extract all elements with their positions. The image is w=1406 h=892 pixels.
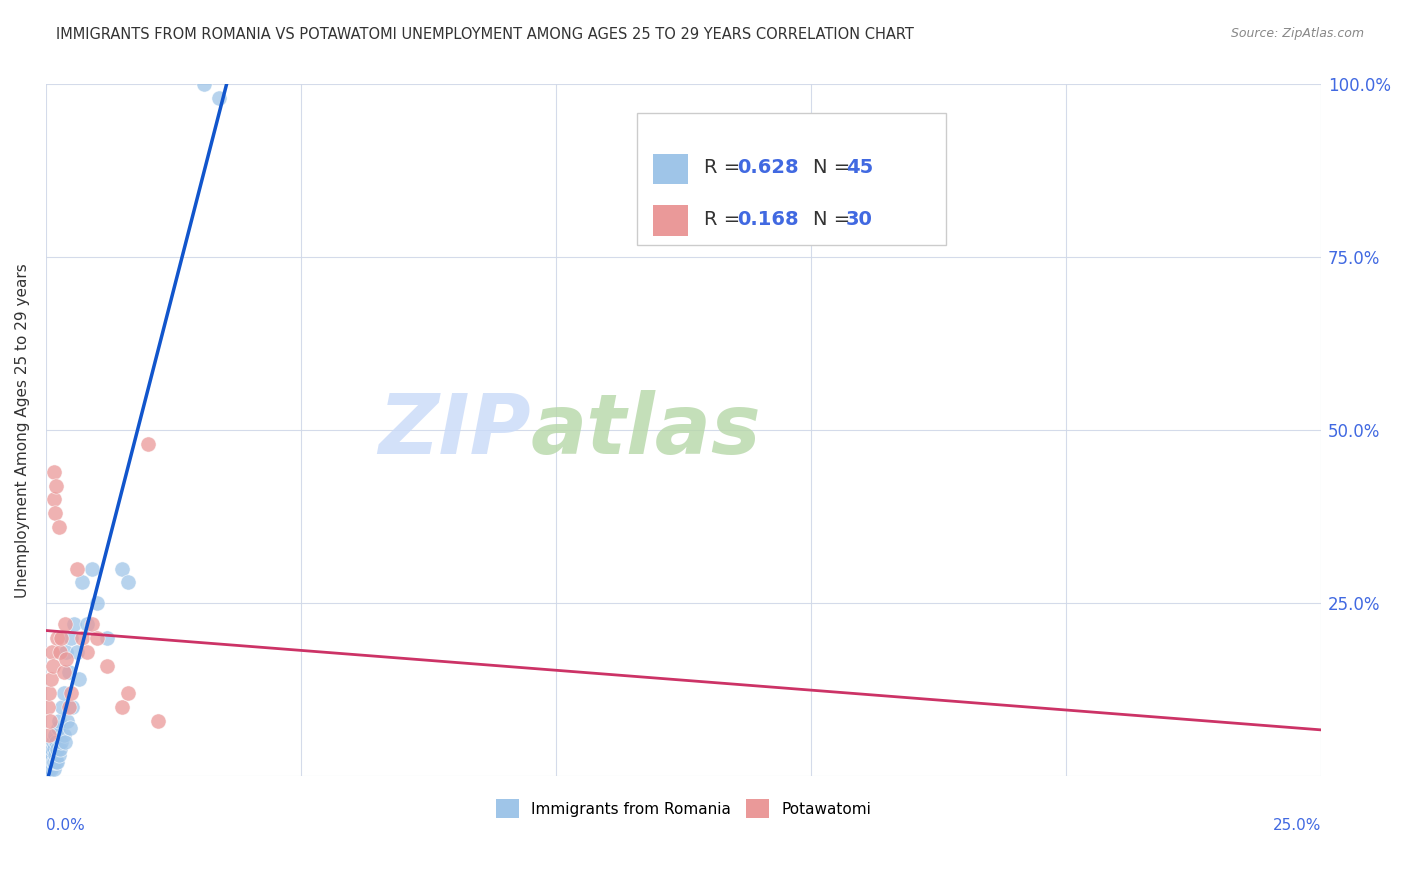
Point [56, 714, 79, 728]
Point [44, 465, 66, 479]
Point [37, 756, 59, 770]
Text: atlas: atlas [530, 390, 761, 471]
Point [49, 741, 72, 756]
Point [65, 562, 87, 576]
Point [53, 617, 76, 632]
Point [39, 748, 62, 763]
Text: N =: N = [813, 210, 856, 229]
Point [38, 728, 60, 742]
Point [41, 741, 63, 756]
Point [51, 734, 73, 748]
Point [44, 506, 66, 520]
Point [52, 728, 75, 742]
Point [45, 478, 67, 492]
Point [96, 631, 118, 645]
Point [111, 700, 134, 714]
Point [148, 714, 170, 728]
Point [58, 700, 80, 714]
Point [76, 645, 98, 659]
Point [80, 617, 103, 632]
Point [70, 575, 93, 590]
Point [46, 721, 69, 735]
Point [45, 756, 67, 770]
Point [86, 596, 108, 610]
Point [44, 728, 66, 742]
Point [60, 686, 83, 700]
Point [76, 617, 98, 632]
Text: 25.0%: 25.0% [1272, 818, 1322, 833]
Point [208, 91, 231, 105]
Point [42, 741, 65, 756]
Point [55, 645, 77, 659]
Point [49, 645, 72, 659]
Point [60, 631, 83, 645]
Point [96, 658, 118, 673]
Point [41, 756, 63, 770]
Point [46, 631, 69, 645]
Point [37, 700, 59, 714]
Point [55, 651, 77, 665]
Point [38, 748, 60, 763]
Point [59, 721, 82, 735]
Point [86, 631, 108, 645]
Y-axis label: Unemployment Among Ages 25 to 29 years: Unemployment Among Ages 25 to 29 years [15, 263, 30, 598]
Point [46, 741, 69, 756]
Text: N =: N = [813, 159, 856, 178]
Point [117, 686, 139, 700]
Point [39, 756, 62, 770]
Point [63, 617, 86, 632]
Point [42, 658, 65, 673]
Point [65, 645, 87, 659]
Point [39, 673, 62, 687]
Point [39, 762, 62, 776]
Point [38, 762, 60, 776]
Text: Source: ZipAtlas.com: Source: ZipAtlas.com [1230, 27, 1364, 40]
Point [67, 673, 90, 687]
Point [42, 734, 65, 748]
Text: IMMIGRANTS FROM ROMANIA VS POTAWATOMI UNEMPLOYMENT AMONG AGES 25 TO 29 YEARS COR: IMMIGRANTS FROM ROMANIA VS POTAWATOMI UN… [56, 27, 914, 42]
Text: ZIP: ZIP [378, 390, 530, 471]
Text: R =: R = [704, 210, 747, 229]
Point [44, 756, 66, 770]
Point [52, 665, 75, 680]
Point [58, 665, 80, 680]
Point [44, 748, 66, 763]
Point [193, 78, 215, 92]
Point [48, 748, 70, 763]
Point [48, 714, 70, 728]
Text: 0.168: 0.168 [737, 210, 799, 229]
Point [62, 700, 84, 714]
Text: R =: R = [704, 159, 747, 178]
Point [80, 562, 103, 576]
Point [70, 631, 93, 645]
Point [111, 562, 134, 576]
Point [41, 645, 63, 659]
Point [38, 686, 60, 700]
Text: 0.0%: 0.0% [46, 818, 84, 833]
Point [46, 756, 69, 770]
Point [51, 631, 73, 645]
Point [53, 686, 76, 700]
Legend: Immigrants from Romania, Potawatomi: Immigrants from Romania, Potawatomi [489, 793, 877, 824]
Point [117, 575, 139, 590]
Point [51, 700, 73, 714]
Text: 30: 30 [846, 210, 873, 229]
Point [42, 762, 65, 776]
Point [136, 437, 159, 451]
Point [42, 492, 65, 507]
Text: 0.628: 0.628 [737, 159, 799, 178]
Point [53, 734, 76, 748]
Point [45, 734, 67, 748]
Point [48, 520, 70, 534]
Text: 45: 45 [846, 159, 873, 178]
Point [39, 714, 62, 728]
